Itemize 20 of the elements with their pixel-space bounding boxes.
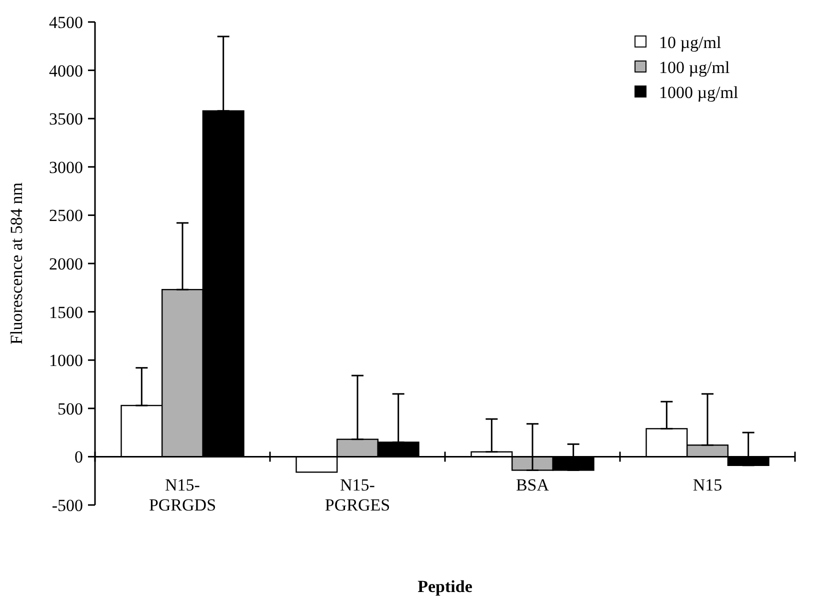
x-tick-label: N15- PGRGES [324,476,390,514]
y-tick-label: 3000 [49,158,83,177]
y-tick-label: 0 [74,448,83,467]
y-tick-label: 1500 [49,302,83,322]
y-tick-label: 2500 [49,206,83,226]
x-tick-label: N15 [692,476,722,495]
legend-label: 1000 µg/ml [659,82,738,102]
x-tick-label: N15- PGRGDS [148,476,216,514]
x-tick-label: BSA [516,476,550,495]
y-tick-label: 500 [58,399,83,418]
x-axis-title: Peptide [418,577,473,596]
y-tick-label: 2000 [49,254,83,274]
y-tick-label: 1000 [49,351,83,370]
legend-label: 100 µg/ml [659,58,730,77]
y-tick-label: 4000 [49,61,83,80]
y-tick-label: -500 [52,496,83,515]
y-tick-label: 3500 [49,110,83,129]
y-axis-title: Fluorescence at 584 nm [7,182,26,344]
y-tick-label: 4500 [49,12,83,32]
legend-label: 10 µg/ml [659,32,722,52]
